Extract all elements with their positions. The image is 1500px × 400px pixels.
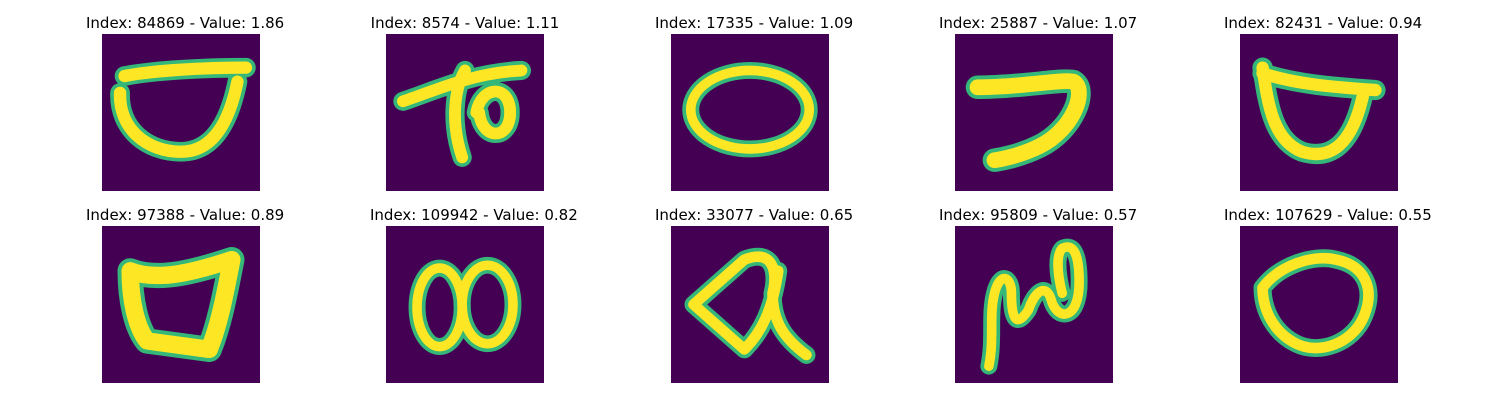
panel-title: Index: 17335 - Value: 1.09 [655, 14, 854, 32]
panel-title: Index: 109942 - Value: 0.82 [370, 206, 578, 224]
round-loop-shape-icon [1240, 226, 1398, 383]
panel-2: Index: 8574 - Value: 1.11 [370, 12, 560, 192]
panel-title: Index: 8574 - Value: 1.11 [370, 14, 560, 32]
digit-image [386, 34, 544, 191]
digit-image [955, 34, 1113, 191]
panel-title: Index: 84869 - Value: 1.86 [86, 14, 285, 32]
panel-7: Index: 109942 - Value: 0.82 [370, 204, 578, 384]
panel-9: Index: 95809 - Value: 0.57 [939, 204, 1138, 384]
bowl-shape-icon [102, 34, 260, 191]
panel-title: Index: 97388 - Value: 0.89 [86, 206, 285, 224]
digit-image [386, 226, 544, 383]
digit-image [102, 226, 260, 383]
panel-8: Index: 33077 - Value: 0.65 [655, 204, 854, 384]
oval-shape-icon [671, 34, 829, 191]
double-loop-shape-icon [386, 226, 544, 383]
panel-title: Index: 82431 - Value: 0.94 [1224, 14, 1423, 32]
squiggle-loop-shape-icon [955, 226, 1113, 383]
panel-10: Index: 107629 - Value: 0.55 [1224, 204, 1432, 384]
panel-6: Index: 97388 - Value: 0.89 [86, 204, 285, 384]
digit-image [955, 226, 1113, 383]
looped-hook-shape-icon [386, 34, 544, 191]
panel-title: Index: 33077 - Value: 0.65 [655, 206, 854, 224]
panel-5: Index: 82431 - Value: 0.94 [1224, 12, 1423, 192]
digit-image [1240, 34, 1398, 191]
panel-title: Index: 95809 - Value: 0.57 [939, 206, 1138, 224]
thick-triangle-shape-icon [102, 226, 260, 383]
panel-1: Index: 84869 - Value: 1.86 [86, 12, 285, 192]
panel-title: Index: 107629 - Value: 0.55 [1224, 206, 1432, 224]
angular-loop-shape-icon [671, 226, 829, 383]
digit-image [671, 34, 829, 191]
cup-shape-icon [1240, 34, 1398, 191]
panel-title: Index: 25887 - Value: 1.07 [939, 14, 1138, 32]
panel-4: Index: 25887 - Value: 1.07 [939, 12, 1138, 192]
digit-image [1240, 226, 1398, 383]
digit-image [102, 34, 260, 191]
reverse-c-shape-icon [955, 34, 1113, 191]
panel-3: Index: 17335 - Value: 1.09 [655, 12, 854, 192]
digit-image [671, 226, 829, 383]
